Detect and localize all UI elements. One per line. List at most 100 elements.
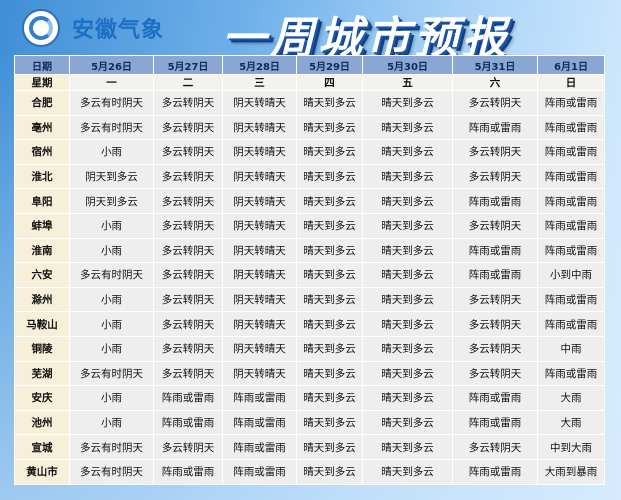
table-row: 芜湖 多云有时阴天 多云转阴天 阴天转晴天 晴天到多云 晴天到多云 多云转阴天 阵雨或雷雨: [14, 360, 605, 387]
forecast-cell: 晴天到多云: [362, 139, 453, 165]
forecast-cell: 多云转阴天: [452, 335, 538, 362]
forecast-cell: 阴天转晴天: [222, 188, 297, 214]
table-row: 铜陵 小雨 多云转阴天 阴天转晴天 晴天到多云 晴天到多云 多云转阴天 中雨: [14, 335, 605, 362]
weekday-cell: 日: [537, 74, 605, 91]
forecast-cell: 小雨: [69, 311, 154, 337]
forecast-cell: 晴天到多云: [362, 311, 453, 337]
forecast-cell: 阵雨或雷雨: [153, 409, 223, 436]
forecast-cell: 晴天到多云: [362, 114, 453, 141]
forecast-table: 日期 5月26日 5月27日 5月28日 5月29日 5月30日 5月31日 6月1日 星期一二…: [14, 55, 605, 485]
forecast-cell: 阴天转晴天: [222, 212, 297, 239]
city-name: 阜阳: [14, 188, 70, 214]
forecast-cell: 晴天到多云: [362, 90, 453, 116]
forecast-cell: 多云转阴天: [153, 163, 223, 190]
forecast-cell: 阴天转晴天: [222, 262, 297, 288]
city-name: 淮南: [14, 237, 70, 264]
forecast-cell: 阵雨或雷雨: [452, 262, 538, 288]
forecast-cell: 晴天到多云: [362, 458, 453, 485]
forecast-cell: 阵雨或雷雨: [537, 237, 605, 264]
weekday-cell: 四: [296, 74, 363, 91]
forecast-cell: 阵雨或雷雨: [537, 114, 605, 141]
date-header: 5月26日: [69, 55, 154, 75]
weekday-cell: 六: [452, 74, 538, 91]
forecast-cell: 晴天到多云: [362, 335, 453, 362]
forecast-cell: 多云转阴天: [452, 286, 538, 313]
forecast-cell: 多云转阴天: [153, 188, 223, 214]
forecast-cell: 阵雨或雷雨: [452, 114, 538, 141]
forecast-cell: 阴天转晴天: [222, 139, 297, 165]
forecast-cell: 晴天到多云: [362, 409, 453, 436]
city-name: 安庆: [14, 385, 70, 411]
weekday-cell: 三: [222, 74, 297, 91]
forecast-cell: 多云转阴天: [153, 139, 223, 165]
forecast-cell: 多云有时阴天: [69, 458, 154, 485]
city-name: 池州: [14, 409, 70, 436]
forecast-cell: 多云有时阴天: [69, 114, 154, 141]
city-name: 马鞍山: [14, 311, 70, 337]
forecast-cell: 多云有时阴天: [69, 262, 154, 288]
forecast-cell: 阵雨或雷雨: [153, 458, 223, 485]
table-row: 亳州 多云有时阴天 多云转阴天 阴天转晴天 晴天到多云 晴天到多云 阵雨或雷雨 阵雨或雷雨: [14, 114, 605, 141]
forecast-cell: 阴天转晴天: [222, 163, 297, 190]
forecast-cell: 小雨: [69, 212, 154, 239]
city-name: 六安: [14, 262, 70, 288]
city-name: 淮北: [14, 163, 70, 190]
header-row: 日期 5月26日 5月27日 5月28日 5月29日 5月30日 5月31日 6月1日: [14, 55, 605, 75]
forecast-cell: 晴天到多云: [362, 237, 453, 264]
forecast-cell: 阵雨或雷雨: [452, 458, 538, 485]
forecast-cell: 阵雨或雷雨: [537, 139, 605, 165]
city-name: 合肥: [14, 90, 70, 116]
forecast-cell: 晴天到多云: [362, 360, 453, 387]
city-name: 亳州: [14, 114, 70, 141]
weekday-cell: 二: [153, 74, 223, 91]
forecast-cell: 小雨: [69, 139, 154, 165]
forecast-cell: 晴天到多云: [362, 385, 453, 411]
forecast-cell: 晴天到多云: [296, 90, 363, 116]
table-row: 淮北 阴天到多云 多云转阴天 阴天转晴天 晴天到多云 晴天到多云 多云转阴天 阵雨或雷雨: [14, 163, 605, 190]
forecast-cell: 晴天到多云: [296, 188, 363, 214]
forecast-cell: 晴天到多云: [296, 237, 363, 264]
forecast-cell: 小雨: [69, 409, 154, 436]
forecast-cell: 阴天转晴天: [222, 90, 297, 116]
forecast-cell: 阴天到多云: [69, 188, 154, 214]
forecast-cell: 阵雨或雷雨: [537, 90, 605, 116]
forecast-cell: 阴天转晴天: [222, 286, 297, 313]
forecast-cell: 小雨: [69, 286, 154, 313]
forecast-cell: 大雨到暴雨: [537, 458, 605, 485]
forecast-cell: 阵雨或雷雨: [537, 286, 605, 313]
forecast-cell: 阵雨或雷雨: [452, 385, 538, 411]
forecast-cell: 阵雨或雷雨: [537, 311, 605, 337]
table-row: 池州 小雨 阵雨或雷雨 阵雨或雷雨 晴天到多云 晴天到多云 阵雨或雷雨 大雨: [14, 409, 605, 436]
forecast-cell: 晴天到多云: [296, 139, 363, 165]
city-name: 宣城: [14, 434, 70, 460]
forecast-cell: 多云转阴天: [452, 311, 538, 337]
table-row: 六安 多云有时阴天 多云转阴天 阴天转晴天 晴天到多云 晴天到多云 阵雨或雷雨 小到中雨: [14, 262, 605, 288]
forecast-cell: 阵雨或雷雨: [537, 212, 605, 239]
forecast-cell: 阵雨或雷雨: [537, 188, 605, 214]
forecast-cell: 多云转阴天: [452, 360, 538, 387]
forecast-cell: 中到大雨: [537, 434, 605, 460]
forecast-cell: 多云转阴天: [153, 286, 223, 313]
forecast-cell: 多云有时阴天: [69, 360, 154, 387]
forecast-cell: 晴天到多云: [362, 286, 453, 313]
forecast-cell: 阴天到多云: [69, 163, 154, 190]
table-row: 宿州 小雨 多云转阴天 阴天转晴天 晴天到多云 晴天到多云 多云转阴天 阵雨或雷雨: [14, 139, 605, 165]
forecast-cell: 多云有时阴天: [69, 434, 154, 460]
date-header: 5月27日: [153, 55, 223, 75]
forecast-cell: 晴天到多云: [296, 409, 363, 436]
forecast-cell: 大雨: [537, 385, 605, 411]
date-label: 日期: [14, 55, 70, 75]
forecast-cell: 阵雨或雷雨: [452, 409, 538, 436]
forecast-cell: 小到中雨: [537, 262, 605, 288]
forecast-cell: 晴天到多云: [296, 458, 363, 485]
forecast-cell: 晴天到多云: [296, 360, 363, 387]
table-row: 阜阳 阴天到多云 多云转阴天 阴天转晴天 晴天到多云 晴天到多云 阵雨或雷雨 阵雨或雷雨: [14, 188, 605, 214]
forecast-cell: 多云转阴天: [452, 212, 538, 239]
weekday-label: 星期: [14, 74, 70, 91]
forecast-cell: 阵雨或雷雨: [222, 409, 297, 436]
forecast-cell: 晴天到多云: [296, 262, 363, 288]
city-name: 芜湖: [14, 360, 70, 387]
table-row: 马鞍山 小雨 多云转阴天 阴天转晴天 晴天到多云 晴天到多云 多云转阴天 阵雨或雷雨: [14, 311, 605, 337]
forecast-cell: 阵雨或雷雨: [222, 458, 297, 485]
city-name: 蚌埠: [14, 212, 70, 239]
